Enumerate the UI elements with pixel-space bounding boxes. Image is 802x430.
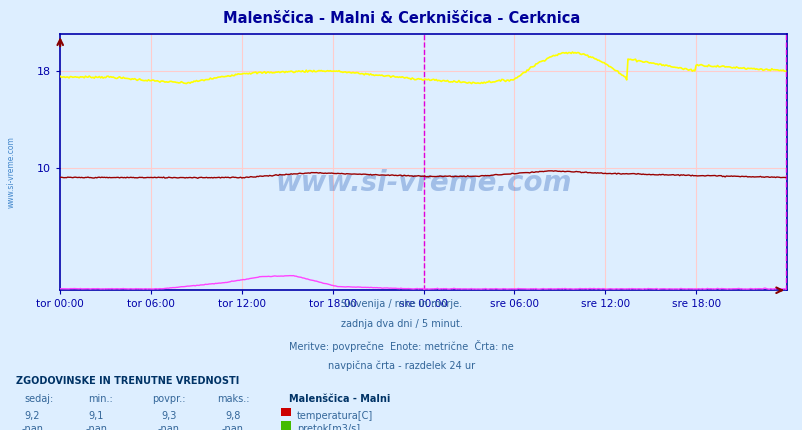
Text: Slovenija / reke in morje.: Slovenija / reke in morje.: [341, 299, 461, 309]
Text: Malenščica - Malni & Cerkniščica - Cerknica: Malenščica - Malni & Cerkniščica - Cerkn…: [223, 11, 579, 26]
Text: sedaj:: sedaj:: [24, 394, 53, 404]
Text: -nan: -nan: [157, 424, 180, 430]
Text: Malenščica - Malni: Malenščica - Malni: [289, 394, 390, 404]
Text: 9,8: 9,8: [225, 411, 241, 421]
Text: pretok[m3/s]: pretok[m3/s]: [297, 424, 360, 430]
Text: www.si-vreme.com: www.si-vreme.com: [275, 169, 571, 197]
Text: 9,2: 9,2: [24, 411, 40, 421]
Text: temperatura[C]: temperatura[C]: [297, 411, 373, 421]
Text: navpična črta - razdelek 24 ur: navpična črta - razdelek 24 ur: [327, 361, 475, 371]
Text: -nan: -nan: [21, 424, 43, 430]
Text: 9,3: 9,3: [160, 411, 176, 421]
Text: ZGODOVINSKE IN TRENUTNE VREDNOSTI: ZGODOVINSKE IN TRENUTNE VREDNOSTI: [16, 376, 239, 386]
Text: 9,1: 9,1: [88, 411, 104, 421]
Text: min.:: min.:: [88, 394, 113, 404]
Text: povpr.:: povpr.:: [152, 394, 186, 404]
Text: zadnja dva dni / 5 minut.: zadnja dva dni / 5 minut.: [340, 319, 462, 329]
Text: www.si-vreme.com: www.si-vreme.com: [6, 136, 15, 208]
Text: -nan: -nan: [221, 424, 244, 430]
Text: maks.:: maks.:: [217, 394, 249, 404]
Text: -nan: -nan: [85, 424, 107, 430]
Text: Meritve: povprečne  Enote: metrične  Črta: ne: Meritve: povprečne Enote: metrične Črta:…: [289, 340, 513, 352]
